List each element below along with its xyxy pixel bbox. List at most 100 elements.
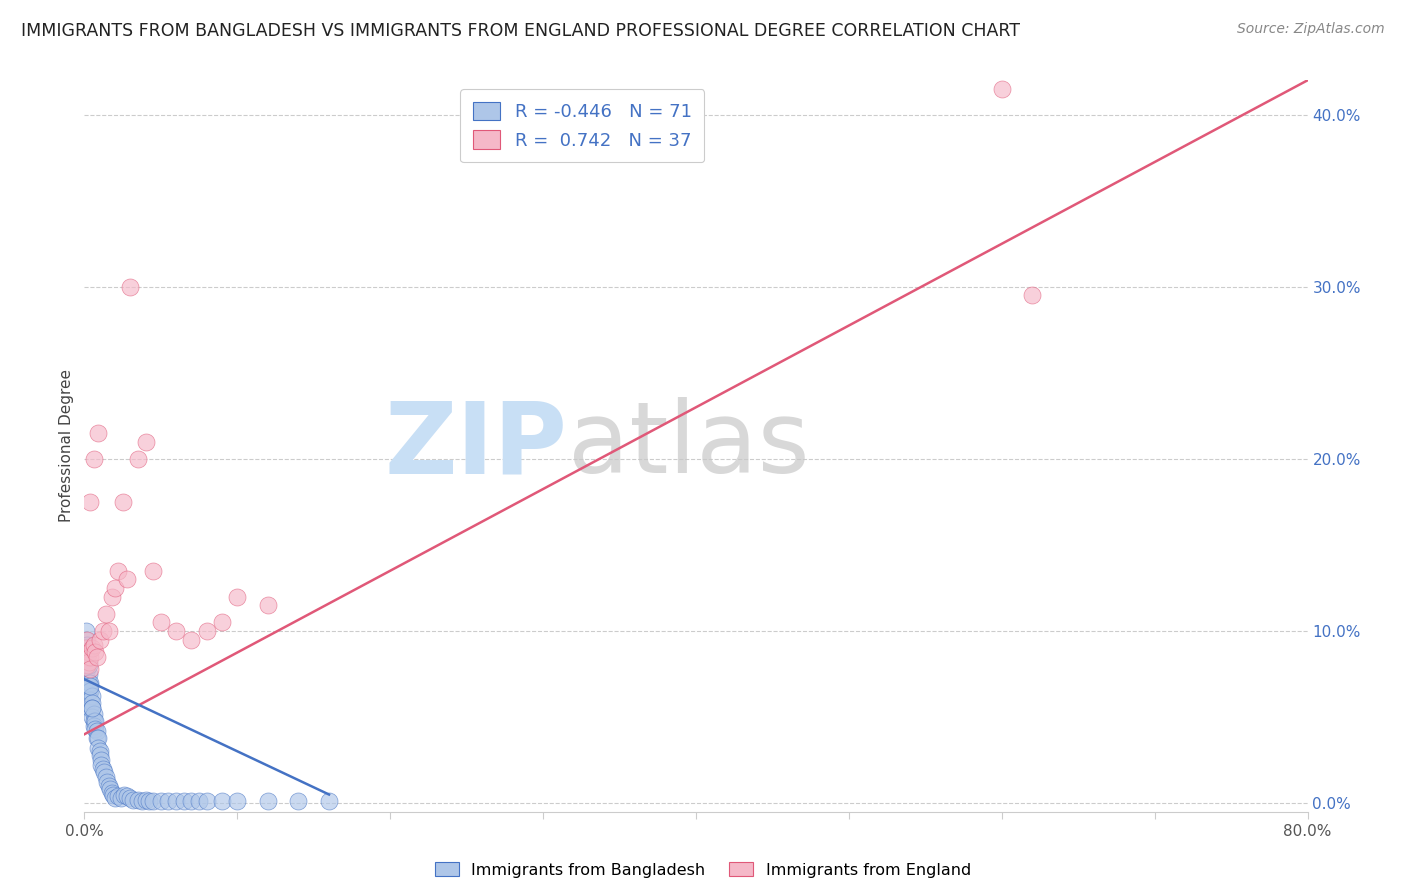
Point [104, 581, 127, 595]
Point [77, 658, 100, 673]
Point [76, 638, 98, 652]
Point [91, 762, 114, 776]
Point [83, 451, 105, 466]
Point [75, 624, 97, 638]
Point [79, 679, 101, 693]
Point [165, 794, 187, 808]
Point [79, 701, 101, 715]
Point [75, 658, 97, 673]
Point [104, 791, 127, 805]
Point [211, 794, 233, 808]
Point [180, 794, 202, 808]
Point [120, 791, 142, 805]
Point [84, 722, 107, 736]
Point [107, 789, 129, 804]
Point [97, 624, 120, 638]
Point [80, 710, 103, 724]
Point [173, 794, 195, 808]
Legend: R = -0.446   N = 71, R =  0.742   N = 37: R = -0.446 N = 71, R = 0.742 N = 37 [460, 89, 704, 162]
Point [79, 495, 101, 509]
Point [93, 765, 115, 780]
Point [135, 792, 157, 806]
Point [226, 590, 249, 604]
Point [165, 624, 187, 638]
Point [120, 280, 142, 294]
Point [107, 564, 129, 578]
Point [77, 684, 100, 698]
Point [79, 662, 101, 676]
Legend: Immigrants from Bangladesh, Immigrants from England: Immigrants from Bangladesh, Immigrants f… [429, 855, 977, 884]
Point [77, 645, 100, 659]
Point [76, 632, 98, 647]
Point [80, 701, 103, 715]
Point [77, 655, 100, 669]
Point [131, 794, 153, 808]
Point [75, 641, 97, 656]
Point [75, 632, 97, 647]
Point [76, 672, 98, 686]
Point [195, 794, 218, 808]
Point [87, 731, 110, 745]
Text: Source: ZipAtlas.com: Source: ZipAtlas.com [1237, 22, 1385, 37]
Point [180, 632, 202, 647]
Point [97, 779, 120, 793]
Point [76, 645, 98, 659]
Point [76, 655, 98, 669]
Point [122, 792, 145, 806]
Point [257, 794, 280, 808]
Point [83, 714, 105, 728]
Point [75, 649, 97, 664]
Point [77, 679, 100, 693]
Point [84, 645, 107, 659]
Point [111, 495, 134, 509]
Point [103, 788, 125, 802]
Point [115, 573, 138, 587]
Point [110, 791, 132, 805]
Point [991, 82, 1014, 96]
Point [87, 426, 110, 441]
Point [79, 684, 101, 698]
Point [90, 758, 112, 772]
Point [89, 747, 111, 762]
Point [94, 770, 117, 784]
Point [79, 675, 101, 690]
Point [112, 788, 135, 802]
Point [84, 714, 107, 728]
Point [127, 451, 149, 466]
Point [80, 641, 103, 656]
Point [101, 590, 124, 604]
Point [91, 624, 114, 638]
Point [135, 434, 157, 449]
Point [86, 723, 108, 738]
Point [75, 667, 97, 681]
Point [86, 649, 108, 664]
Point [188, 794, 211, 808]
Point [101, 786, 124, 800]
Point [77, 675, 100, 690]
Point [115, 789, 138, 804]
Point [76, 662, 98, 676]
Point [226, 794, 249, 808]
Point [96, 775, 118, 789]
Point [80, 701, 103, 715]
Point [89, 632, 111, 647]
Point [149, 615, 172, 630]
Point [1021, 288, 1043, 302]
Point [157, 794, 180, 808]
Point [80, 690, 103, 704]
Point [86, 731, 108, 745]
Point [76, 658, 98, 673]
Point [77, 667, 100, 681]
Point [149, 794, 172, 808]
Point [195, 624, 218, 638]
Point [75, 641, 97, 656]
Point [211, 615, 233, 630]
Point [79, 649, 101, 664]
Point [83, 638, 105, 652]
Y-axis label: Professional Degree: Professional Degree [59, 369, 75, 523]
Point [98, 782, 121, 797]
Point [257, 598, 280, 612]
Point [83, 706, 105, 721]
Point [89, 744, 111, 758]
Point [83, 719, 105, 733]
